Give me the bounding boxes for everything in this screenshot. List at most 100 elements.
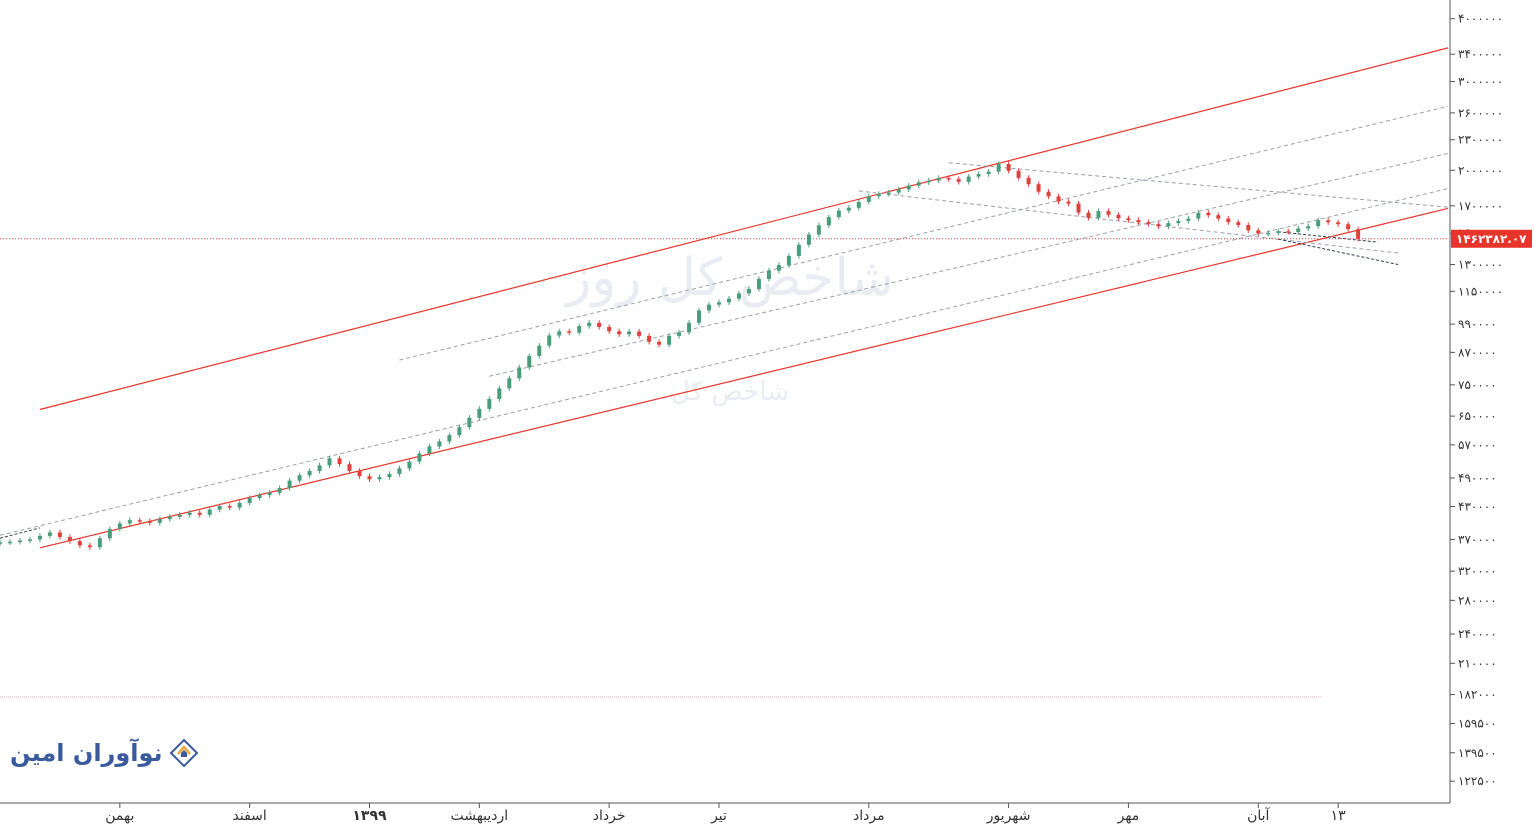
candle — [1016, 168, 1021, 181]
candle — [1186, 215, 1191, 224]
price-tick-label: ۲۰۰۰۰۰۰ — [1458, 163, 1503, 177]
candle — [337, 455, 342, 467]
price-tick-label: ۴۰۰۰۰۰۰ — [1458, 12, 1503, 26]
candle — [67, 534, 72, 544]
candle — [557, 328, 562, 339]
candle — [657, 339, 662, 348]
candle — [916, 179, 921, 189]
candle — [996, 161, 1001, 175]
candle — [876, 191, 881, 199]
candle — [846, 205, 851, 214]
candle — [886, 189, 891, 197]
candle — [127, 517, 132, 527]
time-tick-label: مهر — [1117, 808, 1140, 824]
candle — [87, 542, 92, 550]
candle — [1166, 220, 1171, 229]
candle — [1296, 225, 1301, 235]
candle — [856, 199, 861, 211]
candle — [197, 510, 202, 518]
candle — [477, 406, 482, 421]
candle — [137, 517, 142, 524]
candle — [1026, 175, 1031, 187]
candle — [1196, 210, 1201, 222]
candle — [1356, 226, 1361, 242]
logo-text: نوآوران امین — [10, 739, 163, 767]
candle — [936, 175, 941, 184]
candle — [397, 465, 402, 477]
candle — [796, 242, 801, 259]
candle — [1336, 219, 1341, 227]
candle — [1346, 221, 1351, 232]
price-tick-label: ۱۷۰۰۰۰۰ — [1458, 199, 1503, 213]
candle — [806, 231, 811, 248]
candle — [97, 535, 102, 550]
candle — [497, 385, 502, 402]
candle — [637, 328, 642, 339]
candle — [407, 458, 412, 471]
candle — [347, 461, 352, 474]
candle — [247, 495, 252, 506]
candle — [866, 193, 871, 205]
candle — [756, 276, 761, 292]
candle — [1226, 215, 1231, 225]
candle — [627, 328, 632, 337]
projection-line-3 — [0, 527, 41, 539]
price-tick-label: ۷۵۰۰۰۰ — [1458, 378, 1497, 392]
candle — [896, 186, 901, 196]
candle — [1246, 222, 1251, 233]
candle — [717, 299, 722, 308]
candle — [1056, 193, 1061, 205]
candle — [147, 518, 152, 526]
candle — [177, 512, 182, 520]
price-tick-label: ۱۳۰۰۰۰۰ — [1458, 258, 1503, 272]
candle — [1286, 228, 1291, 235]
candle — [1216, 212, 1221, 222]
candle — [956, 176, 961, 185]
candle — [966, 174, 971, 185]
price-tick-label: ۱۸۲۰۰۰ — [1458, 688, 1497, 702]
brand-logo: نوآوران امین — [10, 735, 199, 771]
candle — [746, 286, 751, 297]
candles — [0, 161, 1361, 550]
projection-line-1 — [1278, 231, 1379, 243]
candle — [0, 539, 2, 547]
candle — [107, 526, 112, 541]
time-tick-label: بهمن — [105, 808, 134, 824]
candle — [237, 500, 242, 511]
trend-lines — [0, 47, 1449, 698]
candle — [567, 328, 572, 336]
candle — [1326, 217, 1331, 225]
candle — [387, 471, 392, 480]
candle — [467, 415, 472, 430]
last-price-label: ۱۴۶۲۳۸۲.۰۷ — [1456, 232, 1527, 246]
price-tick-label: ۳۲۰۰۰۰ — [1458, 564, 1497, 578]
candle — [1276, 228, 1281, 236]
price-tick-label: ۹۹۰۰۰۰ — [1458, 317, 1497, 331]
price-tick-label: ۲۶۰۰۰۰۰ — [1458, 106, 1503, 120]
candle — [307, 468, 312, 478]
candle — [647, 333, 652, 345]
price-tick-label: ۲۸۰۰۰۰ — [1458, 593, 1497, 607]
candle — [836, 208, 841, 220]
candle — [906, 182, 911, 193]
candle — [1046, 189, 1051, 200]
price-tick-label: ۱۱۵۰۰۰۰ — [1458, 284, 1503, 298]
candle — [7, 539, 12, 546]
candle — [217, 503, 222, 513]
candle — [946, 175, 951, 182]
candle — [187, 510, 192, 518]
candle — [457, 424, 462, 438]
candle — [597, 320, 602, 330]
candle — [377, 474, 382, 482]
guide-line-4 — [948, 162, 1449, 208]
candle — [816, 222, 821, 238]
price-tick-label: ۳۰۰۰۰۰۰ — [1458, 75, 1503, 89]
channel-line-1 — [39, 47, 1449, 411]
candle — [367, 473, 372, 482]
time-tick-label: شهریور — [986, 808, 1031, 824]
candle — [257, 492, 262, 501]
candle — [487, 396, 492, 412]
time-tick-label: اسفند — [233, 808, 267, 824]
candle — [527, 353, 532, 371]
